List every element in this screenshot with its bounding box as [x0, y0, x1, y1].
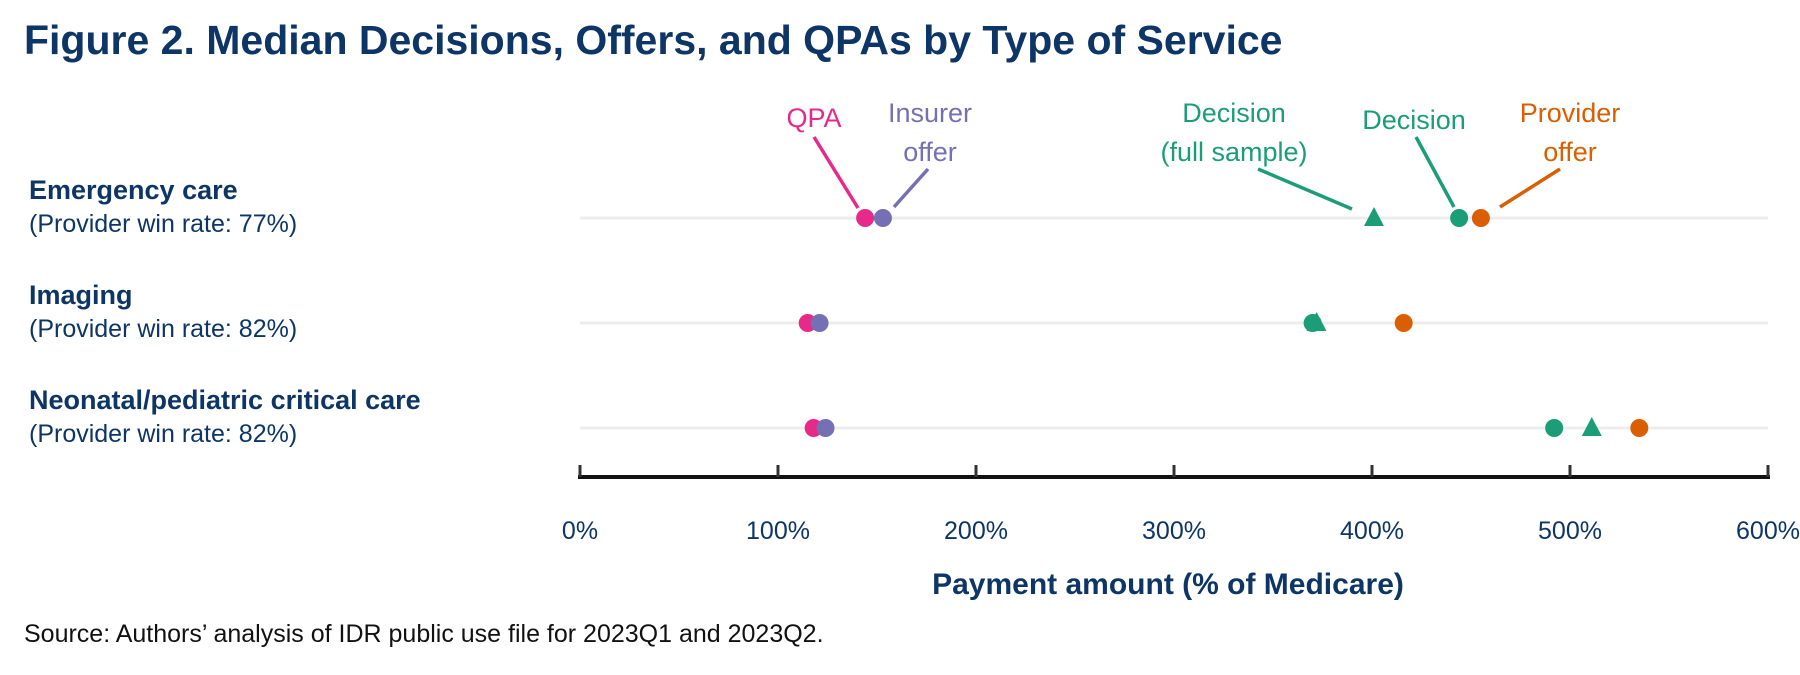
row-sublabel: (Provider win rate: 77%)	[29, 210, 297, 238]
row-label: Emergency care	[29, 175, 238, 205]
annotation-leader-line	[1414, 136, 1456, 208]
series-annotation-label: Insurer	[888, 98, 972, 128]
triangle-marker	[1581, 417, 1602, 436]
x-tick-label: 200%	[944, 517, 1008, 545]
source-note: Source: Authors’ analysis of IDR public …	[24, 620, 824, 648]
annotation-leader-line	[892, 167, 930, 209]
series-annotation-label: (full sample)	[1160, 137, 1307, 167]
x-tick-label: 100%	[746, 517, 810, 545]
chart-title: Figure 2. Median Decisions, Offers, and …	[24, 17, 1282, 63]
series-annotation-label: Decision	[1362, 105, 1466, 135]
circle-marker	[816, 419, 835, 437]
triangle-marker	[1363, 207, 1384, 226]
series-annotation-label: Provider	[1520, 98, 1621, 128]
circle-marker	[1394, 314, 1413, 332]
circle-marker	[873, 209, 892, 227]
circle-marker	[810, 314, 829, 332]
x-tick-label: 600%	[1736, 517, 1800, 545]
series-annotation-label: offer	[903, 137, 957, 167]
annotation-leader-line	[1499, 167, 1561, 209]
circle-marker	[1630, 419, 1649, 437]
annotation-leader-line	[812, 136, 860, 209]
series-annotation-label: QPA	[786, 103, 841, 133]
circle-marker	[1303, 314, 1322, 332]
x-tick-label: 300%	[1142, 517, 1206, 545]
annotation-leader-line	[1257, 167, 1353, 211]
series-annotation-label: Decision	[1182, 98, 1286, 128]
x-axis-title: Payment amount (% of Medicare)	[932, 568, 1404, 601]
row-label: Imaging	[29, 280, 133, 310]
circle-marker	[1450, 209, 1469, 227]
row-sublabel: (Provider win rate: 82%)	[29, 315, 297, 343]
row-label: Neonatal/pediatric critical care	[29, 385, 421, 415]
circle-marker	[1545, 419, 1564, 437]
circle-marker	[1471, 209, 1490, 227]
series-annotation-label: offer	[1543, 137, 1597, 167]
x-tick-label: 400%	[1340, 517, 1404, 545]
circle-marker	[856, 209, 875, 227]
row-sublabel: (Provider win rate: 82%)	[29, 420, 297, 448]
x-tick-label: 0%	[562, 517, 598, 545]
x-tick-label: 500%	[1538, 517, 1602, 545]
